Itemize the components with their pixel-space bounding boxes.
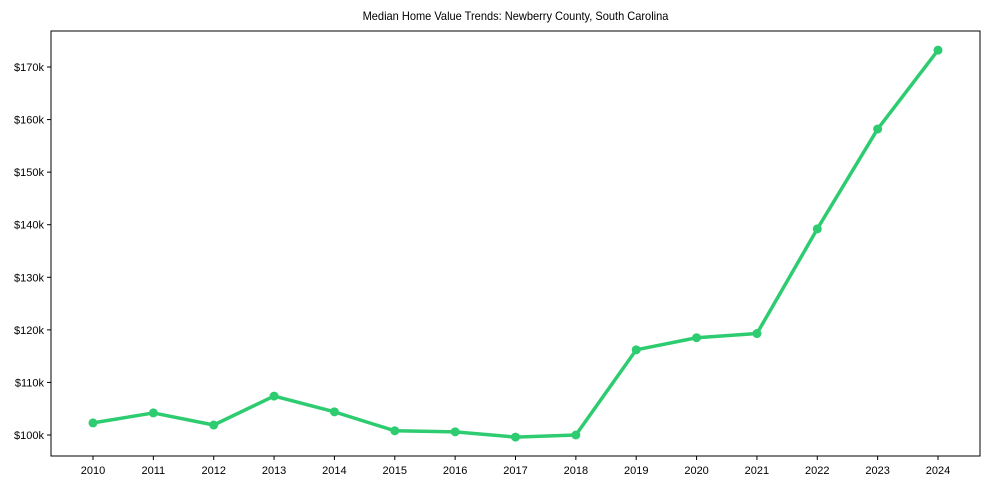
data-point-marker [511, 432, 520, 442]
data-point-marker [571, 430, 581, 440]
x-axis: 2010 2011 2012 2013 2014 2015 2016 2017 2018 2019… [81, 456, 950, 477]
x-tick-label: 2017 [503, 465, 527, 477]
y-tick-label: $140k [14, 220, 44, 232]
data-point-marker [692, 333, 702, 343]
data-point-marker [873, 124, 883, 134]
data-point-marker [933, 45, 943, 55]
data-point-marker [148, 408, 158, 418]
y-tick-label: $150k [14, 167, 44, 179]
y-tick-label: $120k [14, 325, 44, 337]
data-point-marker [209, 420, 219, 430]
x-tick-label: 2012 [201, 465, 225, 477]
data-point-marker [631, 345, 641, 355]
plot-area-frame [50, 30, 981, 457]
y-tick-label: $110k [15, 377, 45, 389]
x-tick-label: 2024 [926, 465, 950, 477]
x-tick-label: 2014 [322, 465, 346, 477]
series-line [92, 49, 940, 439]
y-tick-label: $170k [14, 62, 44, 74]
data-point-marker [390, 426, 400, 436]
data-point-marker [269, 391, 279, 401]
x-tick-label: 2019 [624, 465, 648, 477]
data-point-marker [329, 407, 339, 417]
data-point-marker [752, 329, 762, 339]
x-tick-label: 2015 [383, 465, 407, 477]
data-series [88, 45, 943, 442]
data-point-marker [450, 427, 460, 437]
x-tick-label: 2018 [564, 465, 588, 477]
y-tick-label: $160k [14, 115, 44, 127]
x-tick-label: 2010 [81, 465, 105, 477]
x-tick-label: 2021 [745, 465, 769, 477]
x-tick-label: 2013 [262, 465, 286, 477]
y-tick-label: $130k [14, 272, 44, 284]
y-axis: $100k $110k $120k $130k $140k $150k $160k $170k [14, 62, 51, 442]
x-tick-label: 2016 [443, 465, 467, 477]
x-tick-label: 2023 [865, 465, 889, 477]
y-tick-label: $100k [14, 430, 44, 442]
x-tick-label: 2020 [684, 465, 708, 477]
data-point-marker [812, 224, 822, 234]
data-point-marker [88, 418, 98, 428]
chart-title: Median Home Value Trends: Newberry Count… [362, 9, 669, 23]
x-tick-label: 2011 [142, 465, 166, 477]
x-tick-label: 2022 [805, 465, 829, 477]
